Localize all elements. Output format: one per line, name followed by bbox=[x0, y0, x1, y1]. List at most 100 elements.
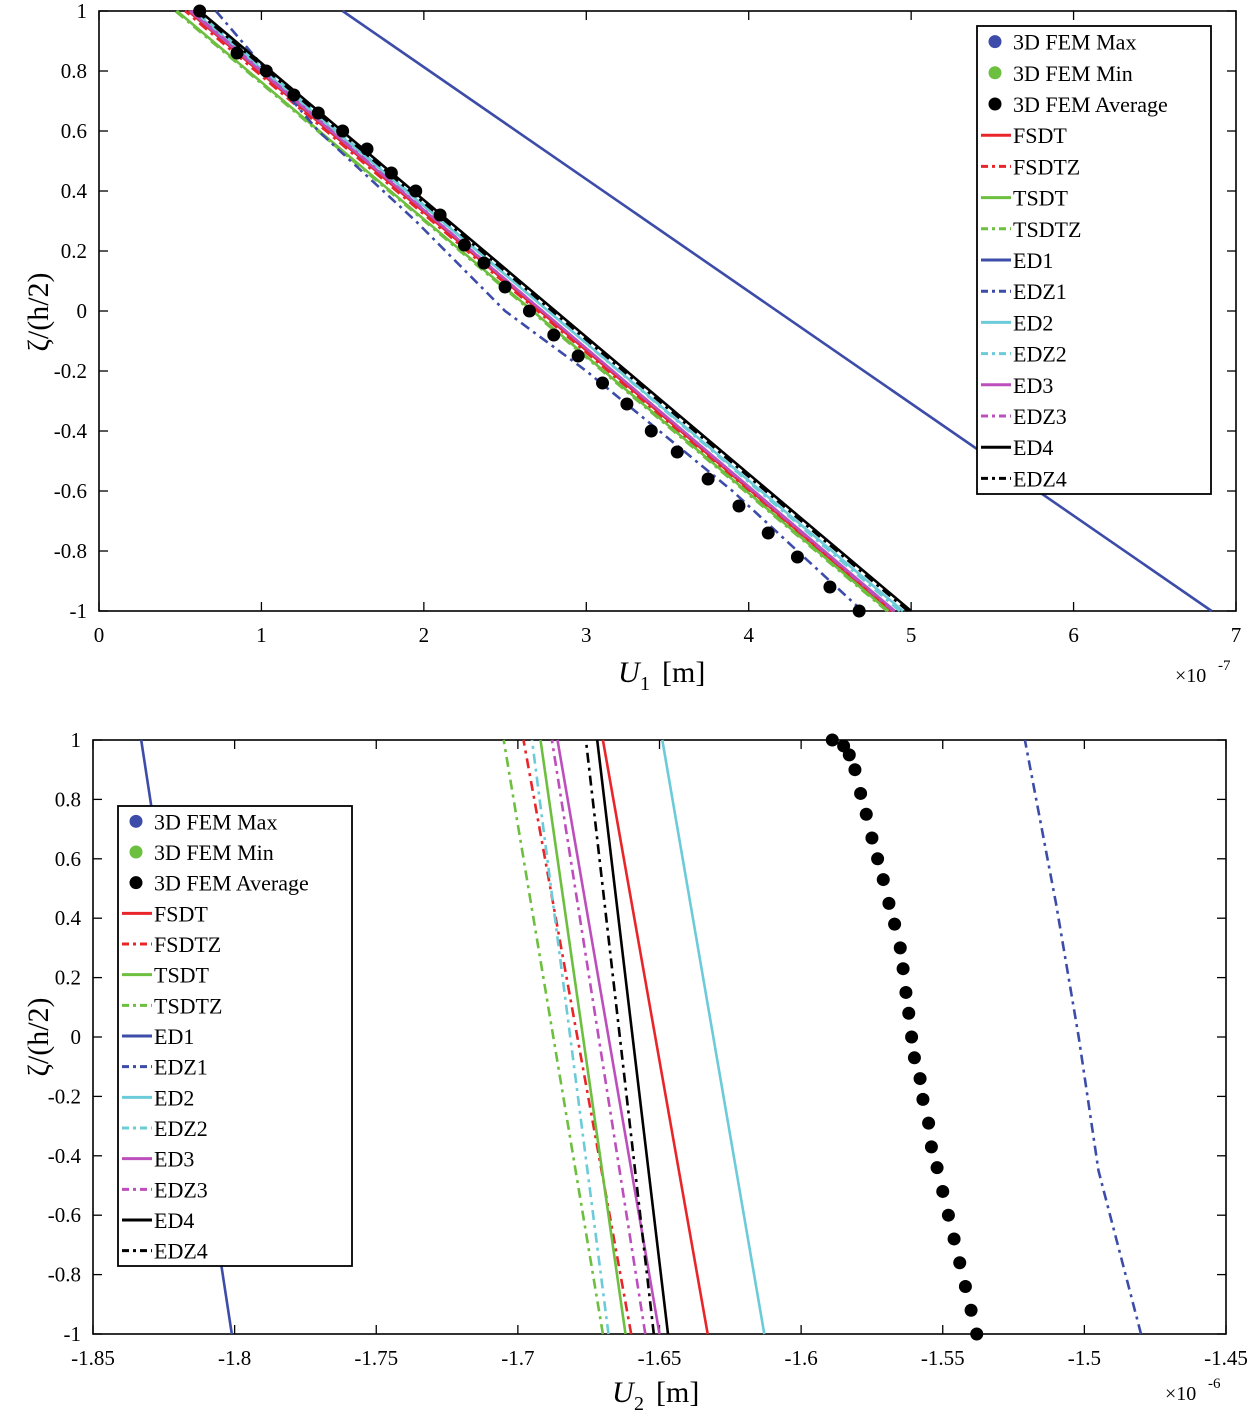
legend-marker bbox=[129, 814, 143, 828]
series-3d-fem-average-point bbox=[571, 349, 585, 363]
series-fsdtz-line bbox=[522, 739, 633, 1335]
legend-item-ed2: ED2 bbox=[981, 310, 1053, 335]
chart-1-xlabel-unit: [m] bbox=[662, 656, 705, 689]
series-3d-fem-average-point bbox=[907, 1051, 921, 1065]
series-edz3-line bbox=[550, 739, 647, 1335]
series-3d-fem-average-point bbox=[620, 397, 634, 411]
legend-item-tsdt: TSDT bbox=[981, 186, 1069, 211]
legend-item-tsdt: TSDT bbox=[122, 963, 210, 988]
series-3d-fem-average-point bbox=[899, 985, 913, 999]
legend-item-edz4: EDZ4 bbox=[122, 1239, 208, 1264]
legend-item-3d-fem-max: 3D FEM Max bbox=[129, 809, 277, 834]
y-tick-label: 1 bbox=[71, 728, 82, 752]
y-tick-label: 1 bbox=[77, 0, 88, 23]
legend-item-3d-fem-average: 3D FEM Average bbox=[988, 92, 1168, 117]
legend-label: 3D FEM Max bbox=[154, 809, 277, 834]
legend-marker bbox=[988, 97, 1002, 111]
legend-label: EDZ1 bbox=[154, 1055, 208, 1080]
legend-item-ed2: ED2 bbox=[122, 1085, 194, 1110]
series-3d-fem-average-point bbox=[823, 580, 837, 594]
y-tick-label: -0.4 bbox=[48, 1144, 82, 1168]
series-3d-fem-average-point bbox=[837, 739, 851, 753]
legend-marker bbox=[129, 845, 143, 859]
legend-label: EDZ4 bbox=[1013, 466, 1067, 491]
series-3d-fem-average-point bbox=[854, 786, 868, 800]
legend-label: TSDTZ bbox=[154, 993, 222, 1018]
legend-label: FSDTZ bbox=[154, 932, 221, 957]
legend-item-edz3: EDZ3 bbox=[981, 404, 1067, 429]
legend-item-ed3: ED3 bbox=[981, 373, 1053, 398]
x-tick-label: 4 bbox=[743, 623, 754, 647]
series-3d-fem-average-point bbox=[732, 499, 746, 513]
y-tick-label: 0.8 bbox=[55, 787, 81, 811]
series-3d-fem-average-point bbox=[477, 256, 491, 270]
legend-label: ED3 bbox=[1013, 373, 1053, 398]
legend-label: ED1 bbox=[154, 1024, 194, 1049]
series-3d-fem-average-point bbox=[947, 1232, 961, 1246]
legend-label: FSDTZ bbox=[1013, 154, 1080, 179]
legend-label: ED2 bbox=[154, 1085, 194, 1110]
legend-item-edz1: EDZ1 bbox=[122, 1055, 208, 1080]
series-3d-fem-average-point bbox=[498, 280, 512, 294]
legend-label: EDZ3 bbox=[1013, 404, 1067, 429]
series-3d-fem-average-point bbox=[457, 238, 471, 252]
x-tick-label: -1.65 bbox=[638, 1346, 682, 1370]
legend-item-edz3: EDZ3 bbox=[122, 1177, 208, 1202]
series-fsdt-line bbox=[601, 739, 709, 1335]
series-3d-fem-average-point bbox=[336, 124, 350, 138]
chart-1-labels: U 1 [m] ζ/(h/2) ×10 -7 bbox=[22, 272, 1231, 695]
series-3d-fem-average-point bbox=[852, 604, 866, 618]
series-3d-fem-average-point bbox=[547, 328, 561, 342]
legend-item-ed1: ED1 bbox=[981, 248, 1053, 273]
y-tick-label: -0.8 bbox=[54, 539, 87, 563]
series-edz2-line bbox=[530, 739, 610, 1335]
series-3d-fem-average-point bbox=[936, 1184, 950, 1198]
chart-1-exponent: ×10 bbox=[1175, 665, 1206, 687]
y-tick-label: -0.4 bbox=[54, 419, 88, 443]
legend-label: ED3 bbox=[154, 1147, 194, 1172]
series-3d-fem-average-point bbox=[859, 807, 873, 821]
legend-item-ed4: ED4 bbox=[981, 435, 1053, 460]
y-tick-label: 0.8 bbox=[61, 59, 87, 83]
series-ed4-line bbox=[595, 739, 670, 1335]
series-3d-fem-average-point bbox=[825, 733, 839, 747]
series-3d-fem-average-point bbox=[896, 962, 910, 976]
series-3d-fem-average-point bbox=[941, 1208, 955, 1222]
series-3d-fem-average-point bbox=[259, 64, 273, 78]
series-3d-fem-average-point bbox=[790, 550, 804, 564]
series-3d-fem-average-point bbox=[958, 1279, 972, 1293]
series-edz2-line bbox=[195, 10, 901, 612]
legend-item-3d-fem-average: 3D FEM Average bbox=[129, 871, 309, 896]
series-3d-fem-average-point bbox=[311, 106, 325, 120]
legend-item-ed3: ED3 bbox=[122, 1147, 194, 1172]
legend-item-fsdt: FSDT bbox=[981, 123, 1067, 148]
legend-label: ED2 bbox=[1013, 310, 1053, 335]
series-3d-fem-average-point bbox=[360, 142, 374, 156]
y-tick-label: 0.4 bbox=[55, 906, 82, 930]
chart-1-ylabel: ζ/(h/2) bbox=[22, 272, 55, 351]
chart-2-xlabel-unit: [m] bbox=[656, 1376, 699, 1409]
series-edz4-line bbox=[584, 739, 656, 1335]
legend-marker bbox=[129, 876, 143, 890]
legend-item-fsdtz: FSDTZ bbox=[122, 932, 221, 957]
legend-label: 3D FEM Average bbox=[154, 871, 309, 896]
legend-item-fsdtz: FSDTZ bbox=[981, 154, 1080, 179]
y-tick-label: -0.8 bbox=[48, 1263, 81, 1287]
y-tick-label: -1 bbox=[70, 599, 88, 623]
legend-item-edz2: EDZ2 bbox=[122, 1116, 208, 1141]
legend-marker bbox=[988, 66, 1002, 80]
legend: 3D FEM Max 3D FEM Min 3D FEM Average FSDT FS… bbox=[976, 25, 1212, 495]
legend-label: EDZ3 bbox=[154, 1177, 208, 1202]
x-tick-label: 6 bbox=[1068, 623, 1079, 647]
chart-1-exponent-power: -7 bbox=[1218, 658, 1231, 674]
y-tick-label: -0.6 bbox=[54, 479, 87, 503]
legend-label: EDZ4 bbox=[154, 1239, 208, 1264]
x-tick-label: 7 bbox=[1231, 623, 1242, 647]
x-tick-label: 5 bbox=[906, 623, 917, 647]
chart-1-xlabel-base: U bbox=[618, 656, 642, 689]
x-tick-label: -1.7 bbox=[501, 1346, 534, 1370]
legend-item-ed4: ED4 bbox=[122, 1208, 194, 1233]
legend-label: TSDTZ bbox=[1013, 217, 1081, 242]
series-3d-fem-average-point bbox=[953, 1256, 967, 1270]
